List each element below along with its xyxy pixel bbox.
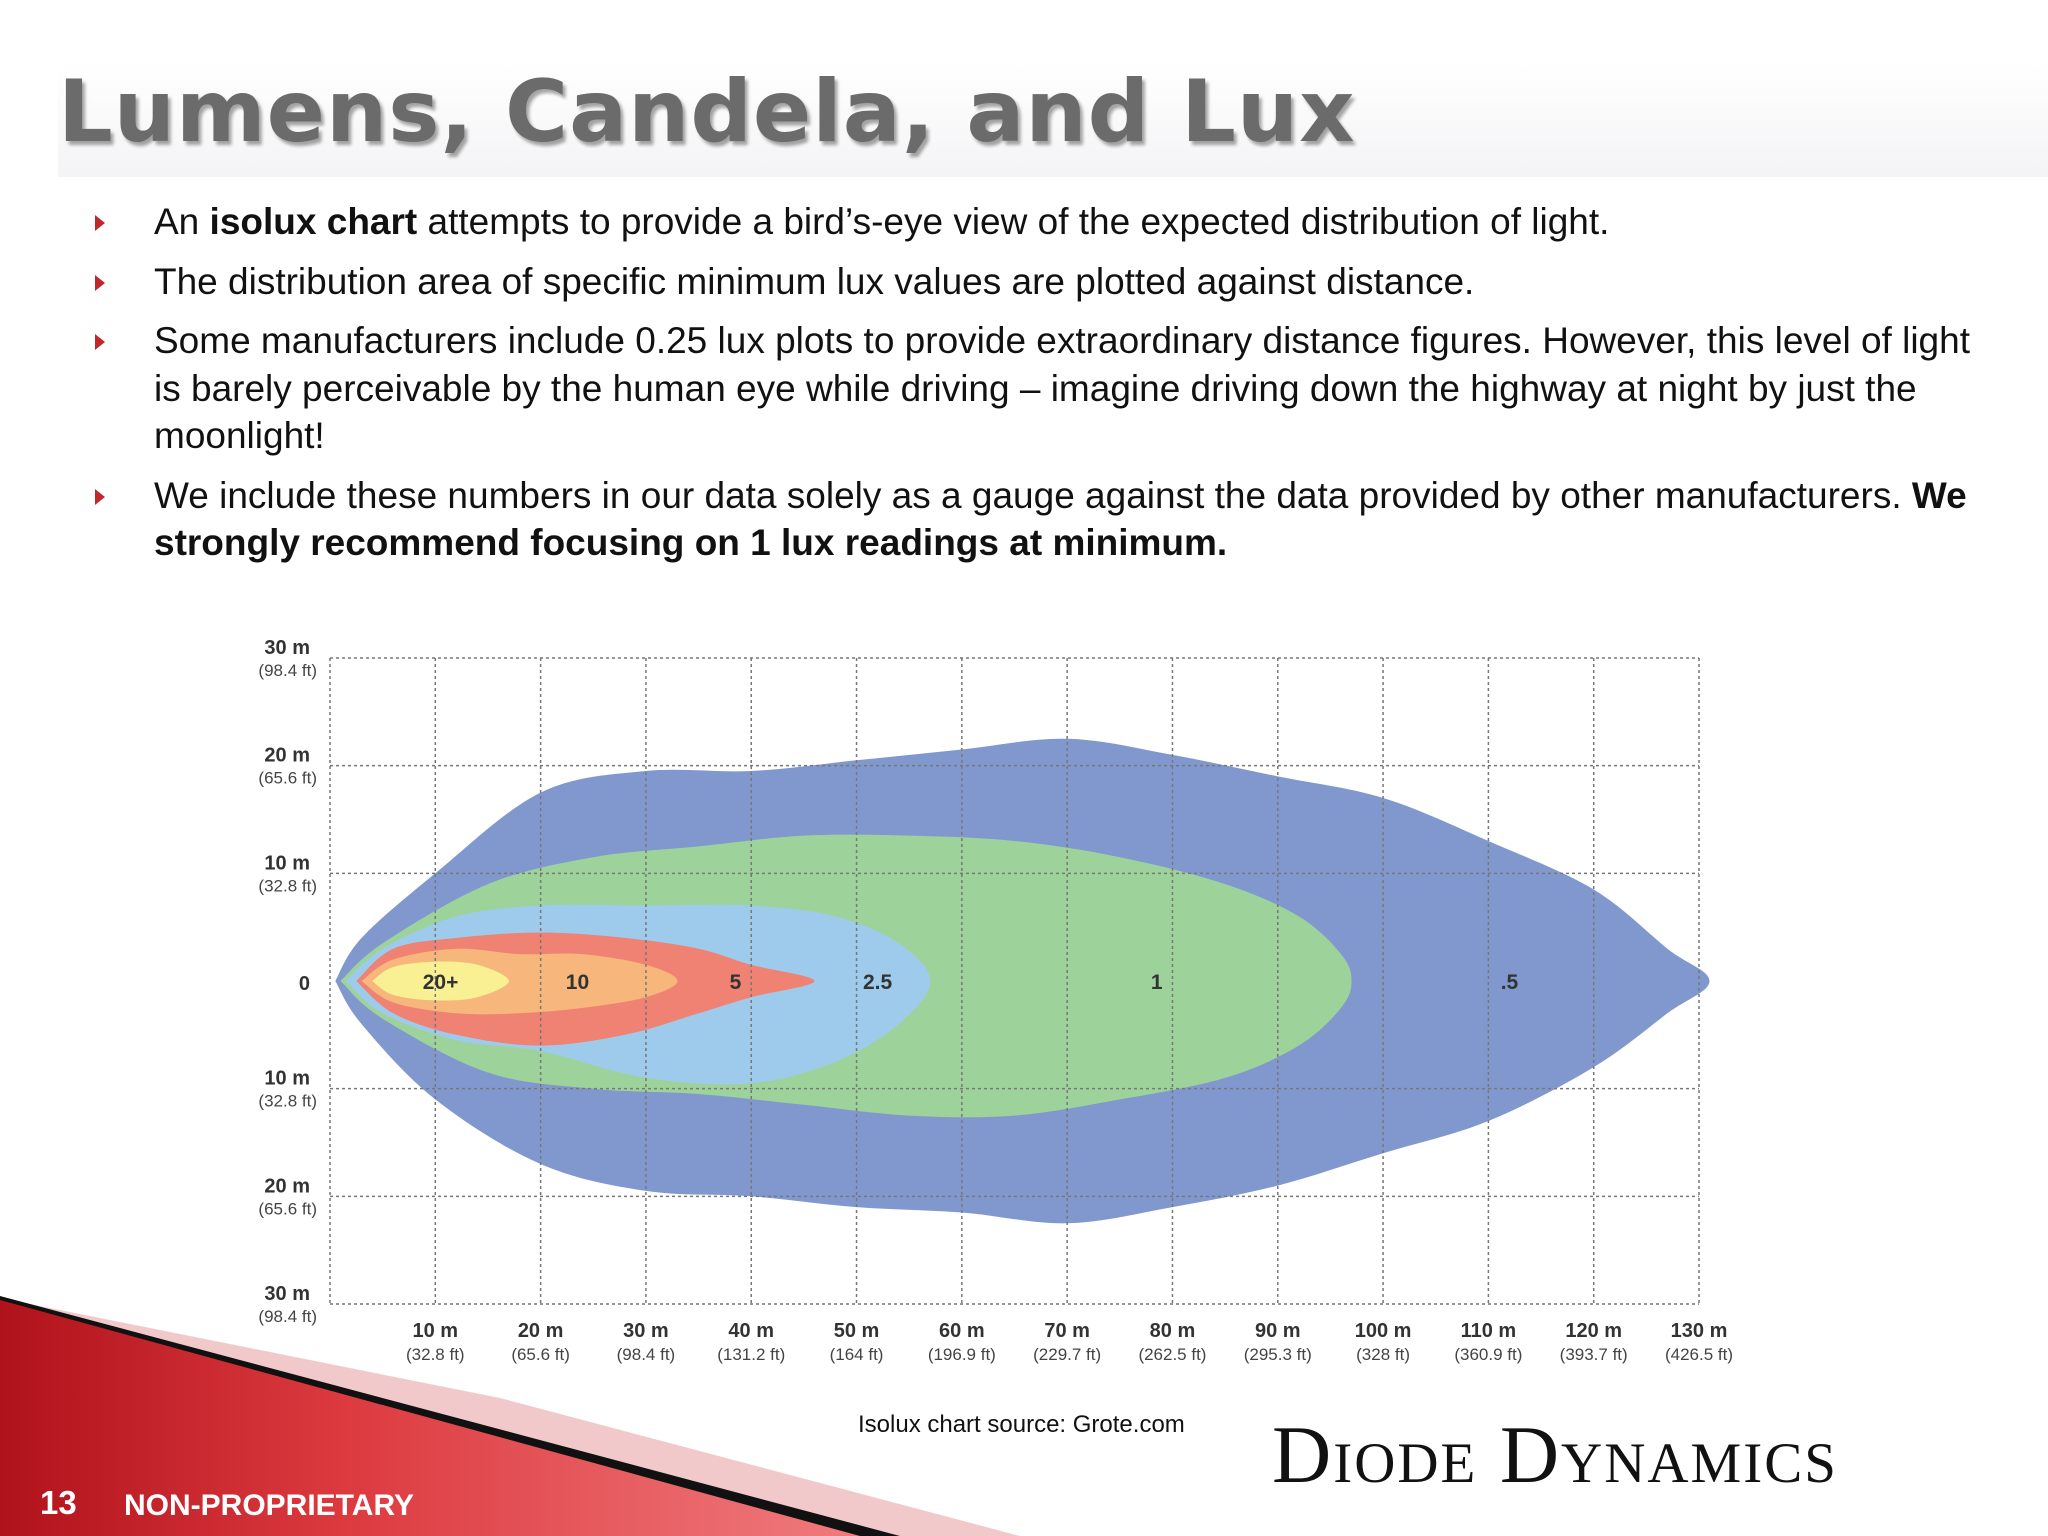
x-tick-label: 60 m (939, 1320, 985, 1342)
bullet-text: We include these numbers in our data sol… (154, 474, 1912, 516)
bullet-item: Some manufacturers include 0.25 lux plot… (95, 317, 1995, 460)
region-label: 5 (730, 971, 742, 994)
x-tick-label: 80 m (1150, 1320, 1196, 1342)
region-label: 10 (566, 971, 589, 994)
region-label: 20+ (423, 971, 459, 994)
bullet-arrow-icon (95, 334, 105, 350)
y-tick-label: 10 m (264, 852, 310, 874)
x-tick-sublabel: (328 ft) (1356, 1345, 1410, 1364)
y-axis-labels: 30 m (98.4 ft) 20 m (65.6 ft) 10 m (32.8 ft) 0… (258, 637, 317, 1326)
bullet-arrow-icon (95, 274, 105, 291)
chart-source: Isolux chart source: Grote.com (858, 1411, 1185, 1438)
x-tick-label: 130 m (1671, 1320, 1728, 1342)
y-tick-sublabel: (32.8 ft) (258, 876, 317, 895)
x-tick-label: 50 m (834, 1320, 880, 1342)
bullet-text: The distribution area of specific minimu… (154, 260, 1475, 302)
x-tick-label: 110 m (1461, 1320, 1517, 1342)
x-tick-sublabel: (393.7 ft) (1560, 1345, 1628, 1364)
x-tick-sublabel: (262.5 ft) (1138, 1345, 1206, 1364)
y-tick-sublabel: (65.6 ft) (258, 1199, 317, 1218)
bullet-bold-text: We strongly recommend focusing on 1 lux … (154, 474, 1967, 564)
bullet-arrow-icon (95, 488, 105, 505)
isolux-chart: 30 m (98.4 ft) 20 m (65.6 ft) 10 m (32.8 ft) 0… (258, 637, 1733, 1364)
footer-red-band (0, 1300, 860, 1536)
lux-regions (335, 738, 1710, 1224)
region-label: .5 (1501, 971, 1519, 994)
bullet-bold-text: isolux chart (209, 201, 418, 242)
x-tick-label: 120 m (1565, 1320, 1622, 1342)
x-tick-label: 30 m (623, 1320, 669, 1342)
x-tick-sublabel: (196.9 ft) (928, 1345, 996, 1364)
y-tick-label: 20 m (264, 1175, 310, 1197)
x-tick-sublabel: (32.8 ft) (406, 1345, 465, 1364)
lux-region-20+ (372, 961, 509, 1001)
footer-label: NON-PROPRIETARY (124, 1489, 415, 1522)
chart-grid (329, 657, 1700, 1305)
bullet-text-after: attempts to provide a bird’s-eye view of… (417, 201, 1610, 242)
bullet-item: The distribution area of specific minimu… (95, 258, 1995, 306)
x-tick-label: 100 m (1355, 1320, 1412, 1342)
company-logo: Diode Dynamics (1272, 1409, 1838, 1500)
page-number: 13 (40, 1484, 77, 1521)
y-tick-label: 30 m (264, 1283, 310, 1305)
bullet-text: Some manufacturers include 0.25 lux plot… (154, 320, 1970, 456)
region-labels: .5 1 2.5 5 10 20+ (423, 971, 1519, 994)
x-tick-label: 40 m (728, 1320, 774, 1342)
x-tick-sublabel: (164 ft) (830, 1345, 884, 1364)
region-label: 2.5 (863, 971, 893, 994)
x-tick-sublabel: (295.3 ft) (1244, 1345, 1312, 1364)
y-tick-label: 10 m (264, 1068, 310, 1090)
y-tick-label: 0 (299, 973, 310, 995)
x-tick-label: 90 m (1255, 1320, 1301, 1342)
bullet-item: An isolux chart attempts to provide a bi… (95, 198, 1995, 246)
x-tick-sublabel: (426.5 ft) (1665, 1345, 1733, 1364)
x-tick-sublabel: (131.2 ft) (717, 1345, 785, 1364)
x-tick-label: 70 m (1044, 1320, 1090, 1342)
y-tick-label: 20 m (264, 745, 310, 767)
y-tick-sublabel: (32.8 ft) (258, 1092, 317, 1111)
y-tick-label: 30 m (264, 637, 310, 659)
region-label: 1 (1151, 971, 1163, 994)
y-tick-sublabel: (98.4 ft) (258, 1307, 317, 1326)
y-tick-sublabel: (65.6 ft) (258, 769, 317, 788)
bullet-list: An isolux chart attempts to provide a bi… (95, 198, 1995, 579)
x-tick-label: 10 m (413, 1320, 459, 1342)
x-tick-sublabel: (65.6 ft) (511, 1345, 570, 1364)
x-tick-sublabel: (360.9 ft) (1454, 1345, 1522, 1364)
x-tick-label: 20 m (518, 1320, 564, 1342)
y-tick-sublabel: (98.4 ft) (258, 661, 317, 680)
bullet-arrow-icon (95, 215, 105, 231)
x-tick-sublabel: (229.7 ft) (1033, 1345, 1101, 1364)
x-axis-labels: 10 m (32.8 ft) 20 m (65.6 ft) 30 m (98.4 ft) 4… (406, 1320, 1733, 1364)
bullet-text: An (154, 201, 210, 242)
x-tick-sublabel: (98.4 ft) (617, 1345, 676, 1364)
slide-title: Lumens, Candela, and Lux (58, 62, 2048, 177)
bullet-item: We include these numbers in our data sol… (95, 472, 1995, 567)
